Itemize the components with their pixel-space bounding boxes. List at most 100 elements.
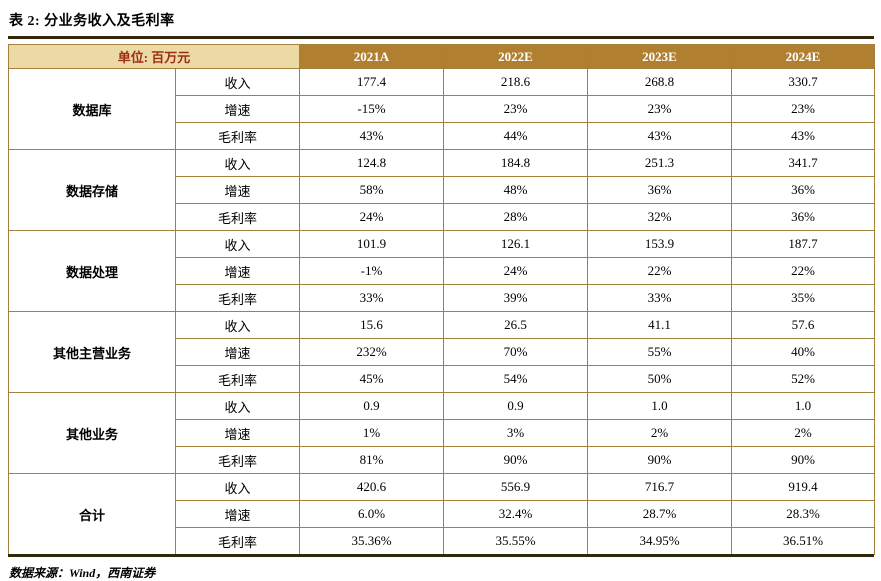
value-cell: 57.6 [731,311,875,339]
table-row: 毛利率 24% 28% 32% 36% [9,203,875,231]
value-cell: 52% [731,365,875,393]
table-row: 数据库 收入 177.4 218.6 268.8 330.7 [8,68,875,150]
value-cell: 58% [299,176,444,204]
value-cell: 90% [587,446,732,474]
table-row: 数据处理 收入 101.9 126.1 153.9 187.7 [8,230,875,312]
value-cell: 124.8 [299,149,444,177]
value-cell: 50% [587,365,732,393]
metric-label-cell: 收入 [175,311,300,339]
value-cell: 1.0 [731,392,875,420]
value-cell: -15% [299,95,444,123]
value-cell: 32% [587,203,732,231]
value-cell: 187.7 [731,230,875,258]
value-cell: 1.0 [587,392,732,420]
value-cell: 32.4% [443,500,588,528]
value-cell: 0.9 [443,392,588,420]
value-cell: 341.7 [731,149,875,177]
value-cell: 44% [443,122,588,150]
metric-label-cell: 增速 [175,500,300,528]
metric-label-cell: 毛利率 [175,446,300,474]
metric-label-cell: 收入 [175,149,300,177]
table-row: 毛利率 33% 39% 33% 35% [9,284,875,312]
metric-label-cell: 收入 [175,473,300,501]
value-cell: 36% [731,176,875,204]
table-row: 其他主营业务 收入 15.6 26.5 41.1 57.6 [8,311,875,393]
table-body: 数据库 收入 177.4 218.6 268.8 330.7 增速 -15% 23% 23% 23%… [8,68,875,555]
metric-label-cell: 增速 [175,338,300,366]
value-cell: 26.5 [443,311,588,339]
value-cell: 268.8 [587,68,732,96]
metric-label-cell: 增速 [175,176,300,204]
year-header-2023e: 2023E [587,44,732,69]
value-cell: 0.9 [299,392,444,420]
value-cell: 232% [299,338,444,366]
table-row: 增速 -15% 23% 23% 23% [9,95,875,123]
metric-label-cell: 增速 [175,419,300,447]
table-row: 毛利率 35.36% 35.55% 34.95% 36.51% [9,527,875,555]
value-cell: 35.55% [443,527,588,555]
metric-label-cell: 毛利率 [175,365,300,393]
value-cell: 184.8 [443,149,588,177]
value-cell: 126.1 [443,230,588,258]
year-header-2024e: 2024E [731,44,875,69]
value-cell: 23% [587,95,732,123]
value-cell: 6.0% [299,500,444,528]
value-cell: 54% [443,365,588,393]
value-cell: -1% [299,257,444,285]
segment-revenue-table: 单位: 百万元 2021A 2022E 2023E 2024E 数据库 收入 177… [8,44,875,555]
metric-label-cell: 增速 [175,257,300,285]
metric-label-cell: 收入 [175,230,300,258]
value-cell: 23% [443,95,588,123]
segment-name-cell: 数据存储 [8,149,176,231]
source-note: 数据来源：Wind，西南证券 [9,566,156,580]
value-cell: 43% [299,122,444,150]
value-cell: 28.3% [731,500,875,528]
table-header: 单位: 百万元 2021A 2022E 2023E 2024E [8,44,875,69]
segment-name-cell: 其他主营业务 [8,311,176,393]
value-cell: 35.36% [299,527,444,555]
table-row: 增速 -1% 24% 22% 22% [9,257,875,285]
value-cell: 28.7% [587,500,732,528]
value-cell: 36% [731,203,875,231]
value-cell: 35% [731,284,875,312]
value-cell: 22% [587,257,732,285]
value-cell: 70% [443,338,588,366]
unit-label-cell: 单位: 百万元 [8,44,300,69]
table-row: 毛利率 43% 44% 43% 43% [9,122,875,150]
value-cell: 45% [299,365,444,393]
value-cell: 2% [731,419,875,447]
value-cell: 28% [443,203,588,231]
value-cell: 420.6 [299,473,444,501]
metric-label-cell: 毛利率 [175,284,300,312]
year-header-2021a: 2021A [299,44,444,69]
value-cell: 33% [299,284,444,312]
value-cell: 153.9 [587,230,732,258]
table-row: 其他业务 收入 0.9 0.9 1.0 1.0 [8,392,875,474]
value-cell: 43% [587,122,732,150]
table-row: 毛利率 81% 90% 90% 90% [9,446,875,474]
metric-label-cell: 增速 [175,95,300,123]
metric-label-cell: 毛利率 [175,122,300,150]
value-cell: 39% [443,284,588,312]
table-row: 数据存储 收入 124.8 184.8 251.3 341.7 [8,149,875,231]
value-cell: 3% [443,419,588,447]
value-cell: 101.9 [299,230,444,258]
header-row: 单位: 百万元 2021A 2022E 2023E 2024E [8,44,875,69]
segment-name-cell: 数据处理 [8,230,176,312]
segment-name-cell: 数据库 [8,68,176,150]
table-title: 表 2: 分业务收入及毛利率 [9,14,175,29]
table-row: 增速 1% 3% 2% 2% [9,419,875,447]
metric-label-cell: 毛利率 [175,203,300,231]
value-cell: 177.4 [299,68,444,96]
segment-name-cell: 其他业务 [8,392,176,474]
value-cell: 330.7 [731,68,875,96]
value-cell: 24% [443,257,588,285]
value-cell: 251.3 [587,149,732,177]
value-cell: 218.6 [443,68,588,96]
segment-name-cell: 合计 [8,473,176,555]
value-cell: 48% [443,176,588,204]
value-cell: 41.1 [587,311,732,339]
value-cell: 15.6 [299,311,444,339]
table-row: 增速 6.0% 32.4% 28.7% 28.3% [9,500,875,528]
